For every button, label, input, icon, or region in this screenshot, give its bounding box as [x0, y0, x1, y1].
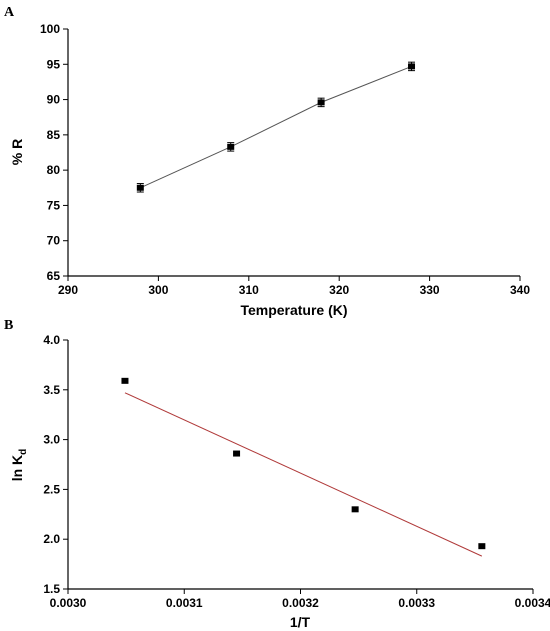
y-axis-title-a: % R: [9, 139, 25, 165]
data-point: [351, 506, 359, 513]
y-tick-label: 80: [47, 163, 61, 177]
plot-area-b: [121, 377, 486, 557]
y-tick-label: 3.0: [43, 433, 60, 447]
y-axis-title-b-main: ln K: [9, 455, 25, 481]
x-tick-label: 0.0032: [282, 596, 319, 610]
chart-a: A 65 70 75 80 85 90 95 100 290 300 310 320 330 340 T…: [4, 5, 530, 318]
x-tick-label: 0.0031: [166, 596, 203, 610]
y-axis-title-b: ln Kd: [9, 449, 29, 482]
series-line: [140, 65, 412, 189]
data-point: [408, 63, 416, 70]
x-ticks-a: 290 300 310 320 330 340: [58, 276, 530, 297]
x-tick-label: 0.0033: [398, 596, 435, 610]
y-tick-label: 2.5: [43, 482, 60, 496]
data-point: [121, 377, 129, 384]
x-axis-title-b: 1/T: [290, 614, 311, 630]
y-ticks-b: 1.5 2.0 2.5 3.0 3.5 4.0: [43, 333, 68, 596]
x-tick-label: 310: [239, 283, 259, 297]
data-point: [227, 143, 235, 150]
x-tick-label: 340: [510, 283, 530, 297]
data-point: [317, 99, 325, 106]
y-tick-label: 70: [47, 234, 61, 248]
x-tick-label: 330: [420, 283, 440, 297]
x-axis-title-a: Temperature (K): [240, 302, 347, 318]
y-ticks-a: 65 70 75 80 85 90 95 100: [40, 22, 68, 283]
x-ticks-b: 0.0030 0.0031 0.0032 0.0033 0.0034: [50, 589, 550, 610]
x-tick-label: 0.0034: [515, 596, 550, 610]
x-tick-label: 320: [329, 283, 349, 297]
data-point: [233, 450, 241, 457]
y-tick-label: 100: [40, 22, 60, 36]
panel-label-a: A: [4, 5, 15, 20]
panel-label-b: B: [4, 318, 13, 333]
y-tick-label: 2.0: [43, 532, 60, 546]
plot-area-a: [136, 61, 416, 193]
y-axis-title-b-sub: d: [18, 449, 29, 455]
y-tick-label: 75: [47, 198, 61, 212]
y-tick-label: 90: [47, 93, 61, 107]
y-tick-label: 65: [47, 269, 61, 283]
y-tick-label: 85: [47, 128, 61, 142]
data-point: [478, 543, 486, 550]
y-tick-label: 3.5: [43, 383, 60, 397]
y-tick-label: 4.0: [43, 333, 60, 347]
data-point: [136, 184, 144, 191]
y-tick-label: 1.5: [43, 582, 60, 596]
chart-b: B 1.52.02.53.03.54.0 0.0030 0.0031 0.0032 0…: [4, 318, 550, 630]
x-tick-label: 300: [148, 283, 168, 297]
x-tick-label: 0.0030: [50, 596, 87, 610]
x-tick-label: 290: [58, 283, 78, 297]
y-tick-label: 95: [47, 57, 61, 71]
fit-line: [124, 392, 483, 557]
